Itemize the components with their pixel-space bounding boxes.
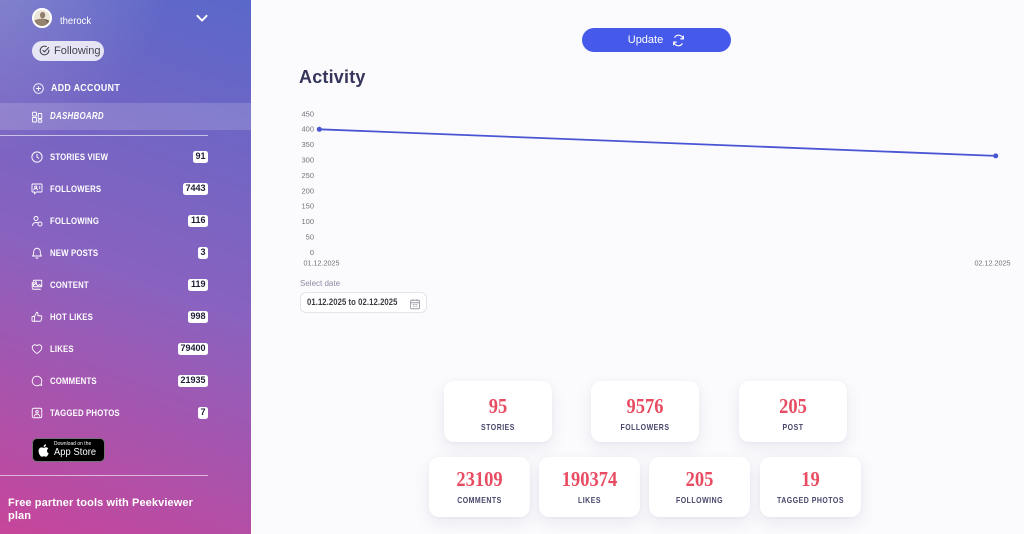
svg-text:400: 400: [301, 125, 314, 134]
svg-text:50: 50: [306, 233, 314, 242]
svg-text:0: 0: [310, 248, 314, 257]
svg-text:250: 250: [301, 171, 314, 180]
svg-text:300: 300: [301, 156, 314, 165]
svg-text:450: 450: [301, 109, 314, 118]
svg-text:200: 200: [301, 186, 314, 195]
svg-text:01.12.2025: 01.12.2025: [304, 259, 340, 268]
svg-text:02.12.2025: 02.12.2025: [975, 259, 1011, 268]
svg-text:350: 350: [301, 140, 314, 149]
svg-text:100: 100: [301, 217, 314, 226]
svg-text:150: 150: [301, 202, 314, 211]
